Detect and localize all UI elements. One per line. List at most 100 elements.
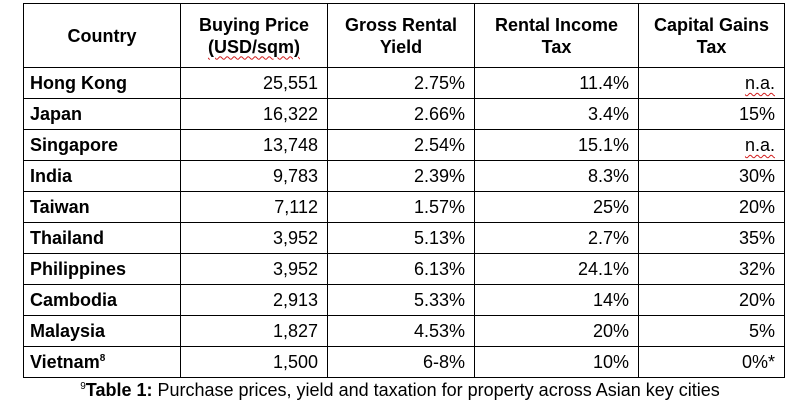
cell-capital-gains-tax-value: n.a. bbox=[744, 135, 775, 155]
cell-capital-gains-tax: n.a. bbox=[638, 67, 785, 99]
cell-country: Philippines bbox=[23, 253, 181, 285]
cell-rental-income-tax: 11.4% bbox=[474, 67, 639, 99]
cell-country: India bbox=[23, 160, 181, 192]
table-row: Thailand 3,952 5.13% 2.7% 35% bbox=[23, 222, 785, 254]
country-name: Hong Kong bbox=[30, 73, 127, 93]
cell-rental-income-tax-value: 3.4% bbox=[587, 104, 629, 124]
cell-gross-rental-yield-value: 2.39% bbox=[413, 166, 465, 186]
cell-capital-gains-tax: 20% bbox=[638, 284, 785, 316]
cell-country: Thailand bbox=[23, 222, 181, 254]
cell-rental-income-tax: 8.3% bbox=[474, 160, 639, 192]
cell-gross-rental-yield: 4.53% bbox=[327, 315, 475, 347]
cell-rental-income-tax-value: 20% bbox=[592, 321, 629, 341]
cell-capital-gains-tax: n.a. bbox=[638, 129, 785, 161]
cell-gross-rental-yield: 2.66% bbox=[327, 98, 475, 130]
cell-buying-price-value: 16,322 bbox=[262, 104, 318, 124]
cell-buying-price-value: 13,748 bbox=[262, 135, 318, 155]
header-gross-rental-yield-line2: Yield bbox=[379, 36, 423, 57]
cell-capital-gains-tax-value: 5% bbox=[748, 321, 775, 341]
cell-capital-gains-tax-value: 0%* bbox=[741, 352, 775, 372]
cell-buying-price-value: 3,952 bbox=[272, 259, 318, 279]
country-name: Thailand bbox=[30, 228, 105, 248]
cell-gross-rental-yield-value: 6.13% bbox=[413, 259, 465, 279]
cell-country: Cambodia bbox=[23, 284, 181, 316]
country-name: Vietnam bbox=[30, 352, 100, 372]
cell-gross-rental-yield-value: 2.54% bbox=[413, 135, 465, 155]
header-buying-price: Buying Price (USD/sqm) bbox=[180, 3, 328, 68]
country-name: Japan bbox=[30, 104, 83, 124]
cell-capital-gains-tax: 32% bbox=[638, 253, 785, 285]
property-tax-table-container: Country Buying Price (USD/sqm) Gross Rent… bbox=[23, 3, 785, 378]
cell-gross-rental-yield: 6-8% bbox=[327, 346, 475, 378]
cell-buying-price: 3,952 bbox=[180, 253, 328, 285]
cell-rental-income-tax-value: 10% bbox=[592, 352, 629, 372]
cell-rental-income-tax-value: 2.7% bbox=[587, 228, 629, 248]
table-row: Japan 16,322 2.66% 3.4% 15% bbox=[23, 98, 785, 130]
cell-country: Malaysia bbox=[23, 315, 181, 347]
cell-rental-income-tax: 3.4% bbox=[474, 98, 639, 130]
cell-rental-income-tax-value: 25% bbox=[592, 197, 629, 217]
cell-gross-rental-yield: 2.54% bbox=[327, 129, 475, 161]
cell-capital-gains-tax-value: 30% bbox=[738, 166, 775, 186]
cell-buying-price: 13,748 bbox=[180, 129, 328, 161]
cell-rental-income-tax-value: 11.4% bbox=[579, 73, 629, 93]
cell-country: Taiwan bbox=[23, 191, 181, 223]
caption-text: Purchase prices, yield and taxation for … bbox=[152, 380, 720, 400]
cell-buying-price: 1,500 bbox=[180, 346, 328, 378]
cell-gross-rental-yield: 2.75% bbox=[327, 67, 475, 99]
cell-rental-income-tax-value: 24.1% bbox=[577, 259, 629, 279]
cell-gross-rental-yield: 1.57% bbox=[327, 191, 475, 223]
country-name: Philippines bbox=[30, 259, 127, 279]
cell-gross-rental-yield-value: 1.57% bbox=[413, 197, 465, 217]
cell-capital-gains-tax: 5% bbox=[638, 315, 785, 347]
cell-gross-rental-yield-value: 6-8% bbox=[422, 352, 465, 372]
cell-rental-income-tax: 20% bbox=[474, 315, 639, 347]
caption-footnote-marker: 9 bbox=[80, 381, 86, 392]
cell-buying-price: 9,783 bbox=[180, 160, 328, 192]
cell-buying-price: 1,827 bbox=[180, 315, 328, 347]
cell-buying-price-value: 3,952 bbox=[272, 228, 318, 248]
cell-country: Vietnam8 bbox=[23, 346, 181, 378]
cell-rental-income-tax: 14% bbox=[474, 284, 639, 316]
cell-capital-gains-tax-value: 15% bbox=[738, 104, 775, 124]
header-capital-gains-tax-line1: Capital Gains bbox=[653, 14, 770, 35]
cell-buying-price: 16,322 bbox=[180, 98, 328, 130]
property-tax-table: Country Buying Price (USD/sqm) Gross Rent… bbox=[23, 3, 785, 378]
cell-rental-income-tax: 25% bbox=[474, 191, 639, 223]
footnote-marker: 8 bbox=[99, 353, 106, 364]
table-row: Hong Kong 25,551 2.75% 11.4% n.a. bbox=[23, 67, 785, 99]
cell-capital-gains-tax-value: 35% bbox=[738, 228, 775, 248]
table-row: Malaysia 1,827 4.53% 20% 5% bbox=[23, 315, 785, 347]
header-country-text: Country bbox=[67, 25, 137, 46]
table-row: Singapore 13,748 2.54% 15.1% n.a. bbox=[23, 129, 785, 161]
cell-gross-rental-yield-value: 5.33% bbox=[413, 290, 465, 310]
table-row: Cambodia 2,913 5.33% 14% 20% bbox=[23, 284, 785, 316]
cell-buying-price: 25,551 bbox=[180, 67, 328, 99]
cell-gross-rental-yield-value: 2.66% bbox=[413, 104, 465, 124]
table-caption: 9Table 1: Purchase prices, yield and tax… bbox=[0, 379, 800, 401]
country-name: Cambodia bbox=[30, 290, 118, 310]
cell-capital-gains-tax: 30% bbox=[638, 160, 785, 192]
cell-capital-gains-tax-value: 20% bbox=[738, 290, 775, 310]
cell-buying-price: 7,112 bbox=[180, 191, 328, 223]
header-rental-income-tax: Rental Income Tax bbox=[474, 3, 639, 68]
caption-label: Table 1: bbox=[85, 380, 153, 400]
cell-buying-price-value: 1,500 bbox=[272, 352, 318, 372]
cell-buying-price: 2,913 bbox=[180, 284, 328, 316]
cell-buying-price-value: 9,783 bbox=[272, 166, 318, 186]
cell-rental-income-tax-value: 8.3% bbox=[587, 166, 629, 186]
cell-buying-price-value: 2,913 bbox=[272, 290, 318, 310]
country-name: Singapore bbox=[30, 135, 119, 155]
cell-gross-rental-yield: 5.33% bbox=[327, 284, 475, 316]
cell-rental-income-tax-value: 14% bbox=[592, 290, 629, 310]
cell-rental-income-tax: 2.7% bbox=[474, 222, 639, 254]
table-row: Philippines 3,952 6.13% 24.1% 32% bbox=[23, 253, 785, 285]
cell-country: Singapore bbox=[23, 129, 181, 161]
cell-rental-income-tax: 15.1% bbox=[474, 129, 639, 161]
header-buying-price-line2: (USD/sqm) bbox=[207, 36, 300, 57]
header-rental-income-tax-line1: Rental Income bbox=[494, 14, 619, 35]
cell-rental-income-tax: 10% bbox=[474, 346, 639, 378]
cell-gross-rental-yield: 6.13% bbox=[327, 253, 475, 285]
header-capital-gains-tax-line2: Tax bbox=[696, 36, 727, 57]
header-rental-income-tax-line2: Tax bbox=[541, 36, 572, 57]
